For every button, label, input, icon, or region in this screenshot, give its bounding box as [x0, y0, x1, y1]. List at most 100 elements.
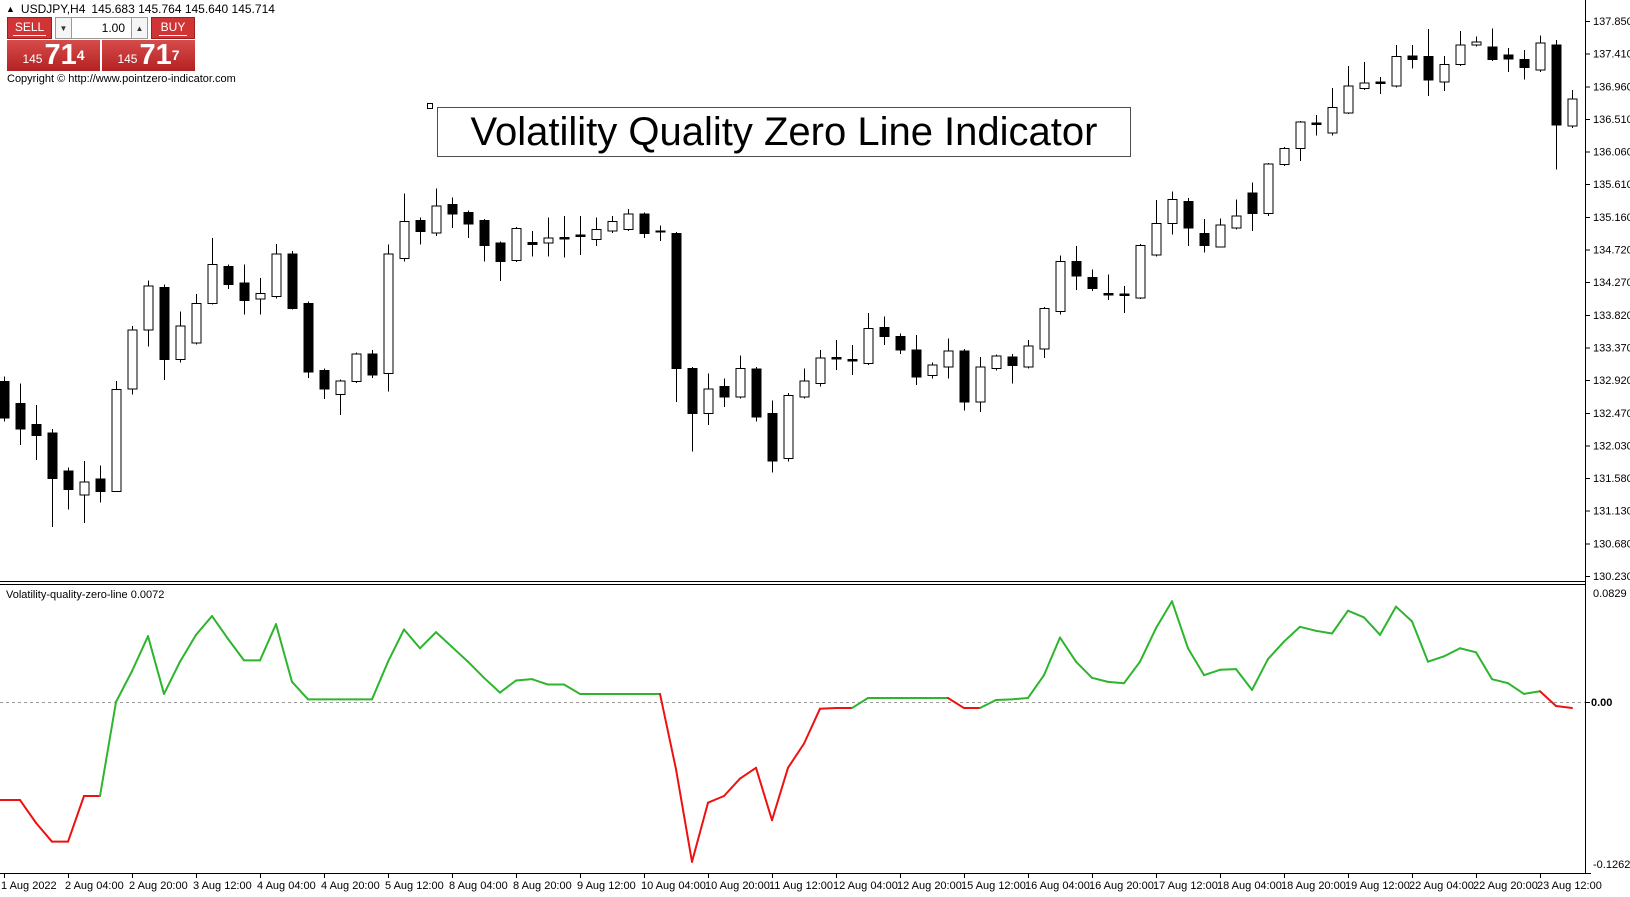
candle [223, 264, 234, 290]
svg-text:0.00: 0.00 [1591, 697, 1612, 709]
chevron-down-icon: ▼ [59, 23, 68, 33]
svg-text:10 Aug 20:00: 10 Aug 20:00 [705, 880, 770, 892]
svg-text:135.610: 135.610 [1593, 179, 1630, 191]
svg-text:130.680: 130.680 [1593, 538, 1630, 550]
candle [15, 383, 26, 445]
candle [927, 362, 938, 379]
candle [1199, 219, 1210, 253]
candle [255, 278, 266, 315]
candle [1487, 28, 1498, 62]
chart-title-label[interactable]: Volatility Quality Zero Line Indicator [437, 107, 1131, 157]
svg-text:136.510: 136.510 [1593, 114, 1630, 126]
candle [383, 244, 394, 392]
candle [911, 334, 922, 386]
candle [1071, 246, 1082, 290]
symbol-ohlc-values: 145.683 145.764 145.640 145.714 [91, 2, 275, 16]
candle [1135, 243, 1146, 300]
sell-price-prefix: 145 [22, 52, 43, 66]
buy-price-display[interactable]: 145 71 7 [102, 40, 195, 71]
candle [111, 380, 122, 493]
price-panel-divider [100, 40, 102, 71]
candle [271, 243, 282, 299]
svg-text:131.130: 131.130 [1593, 506, 1630, 518]
candle [1455, 31, 1466, 67]
candle [959, 348, 970, 411]
svg-text:136.960: 136.960 [1593, 81, 1630, 93]
candle [527, 230, 538, 257]
svg-text:12 Aug 20:00: 12 Aug 20:00 [897, 880, 962, 892]
indicator-name-label: Volatility-quality-zero-line 0.0072 [6, 589, 165, 601]
candle [1471, 36, 1482, 47]
one-click-trade-panel: SELL ▼ ▲ BUY 145 71 4 [7, 17, 195, 71]
candle [591, 217, 602, 247]
svg-text:4 Aug 20:00: 4 Aug 20:00 [321, 880, 380, 892]
candle [1407, 45, 1418, 69]
svg-text:2 Aug 04:00: 2 Aug 04:00 [65, 880, 124, 892]
svg-text:11 Aug 12:00: 11 Aug 12:00 [769, 880, 833, 892]
svg-text:5 Aug 12:00: 5 Aug 12:00 [385, 880, 444, 892]
candle [207, 238, 218, 305]
candle [1263, 163, 1274, 217]
candle [639, 212, 650, 239]
svg-text:18 Aug 20:00: 18 Aug 20:00 [1281, 880, 1346, 892]
candle [1359, 61, 1370, 91]
candle [1103, 274, 1114, 300]
volume-input[interactable] [72, 17, 131, 39]
candle [1391, 45, 1402, 88]
svg-text:16 Aug 20:00: 16 Aug 20:00 [1089, 880, 1154, 892]
candle [559, 216, 570, 258]
candle [239, 264, 250, 315]
sell-button[interactable]: SELL [7, 17, 52, 39]
buy-button[interactable]: BUY [151, 17, 195, 39]
buy-button-label: BUY [158, 20, 188, 36]
candle [799, 368, 810, 399]
copyright-text: Copyright © http://www.pointzero-indicat… [7, 73, 236, 85]
candle [687, 366, 698, 452]
selection-handle[interactable] [427, 103, 433, 109]
svg-text:137.410: 137.410 [1593, 49, 1630, 61]
svg-text:12 Aug 04:00: 12 Aug 04:00 [833, 880, 898, 892]
svg-text:8 Aug 04:00: 8 Aug 04:00 [449, 880, 508, 892]
symbol-triangle-icon: ▲ [6, 4, 15, 14]
sell-price-main: 71 [44, 39, 77, 71]
candle [1439, 55, 1450, 91]
time-axis-labels: 1 Aug 2022 2 Aug 04:00 2 Aug 20:00 3 Aug 12… [1, 874, 1602, 892]
candle [95, 465, 106, 503]
vqzl-indicator-line [0, 600, 1573, 863]
svg-text:3 Aug 12:00: 3 Aug 12:00 [193, 880, 252, 892]
candle [1551, 39, 1562, 170]
candle [991, 354, 1002, 371]
svg-text:132.030: 132.030 [1593, 440, 1630, 452]
price-axis-labels: 137.850 137.410 136.960 136.510 136.060 135.6… [1585, 16, 1630, 583]
candle [1087, 269, 1098, 292]
sell-price-display[interactable]: 145 71 4 [7, 40, 100, 71]
buy-price-main: 71 [139, 39, 172, 71]
sell-price-pip: 4 [76, 47, 85, 63]
candle [1295, 120, 1306, 161]
volume-decrease-button[interactable]: ▼ [55, 17, 72, 39]
candle [1423, 29, 1434, 97]
candle [879, 316, 890, 346]
candle [1007, 353, 1018, 384]
candle [1567, 90, 1578, 129]
svg-text:17 Aug 12:00: 17 Aug 12:00 [1153, 880, 1218, 892]
candle [751, 366, 762, 422]
volume-increase-button[interactable]: ▲ [131, 17, 148, 39]
svg-text:2 Aug 20:00: 2 Aug 20:00 [129, 880, 188, 892]
candle [863, 313, 874, 365]
candle [655, 225, 666, 241]
candle [703, 373, 714, 426]
symbol-info-line: ▲ USDJPY,H4 145.683 145.764 145.640 145.… [6, 2, 275, 16]
candle [1519, 50, 1530, 80]
svg-text:130.230: 130.230 [1593, 571, 1630, 583]
svg-text:132.470: 132.470 [1593, 408, 1630, 420]
svg-text:10 Aug 04:00: 10 Aug 04:00 [641, 880, 706, 892]
candle [1151, 200, 1162, 257]
candle [767, 400, 778, 473]
candle [1231, 199, 1242, 230]
svg-text:19 Aug 12:00: 19 Aug 12:00 [1345, 880, 1410, 892]
buy-price-prefix: 145 [117, 52, 138, 66]
svg-text:9 Aug 12:00: 9 Aug 12:00 [577, 880, 636, 892]
candle [671, 232, 682, 402]
